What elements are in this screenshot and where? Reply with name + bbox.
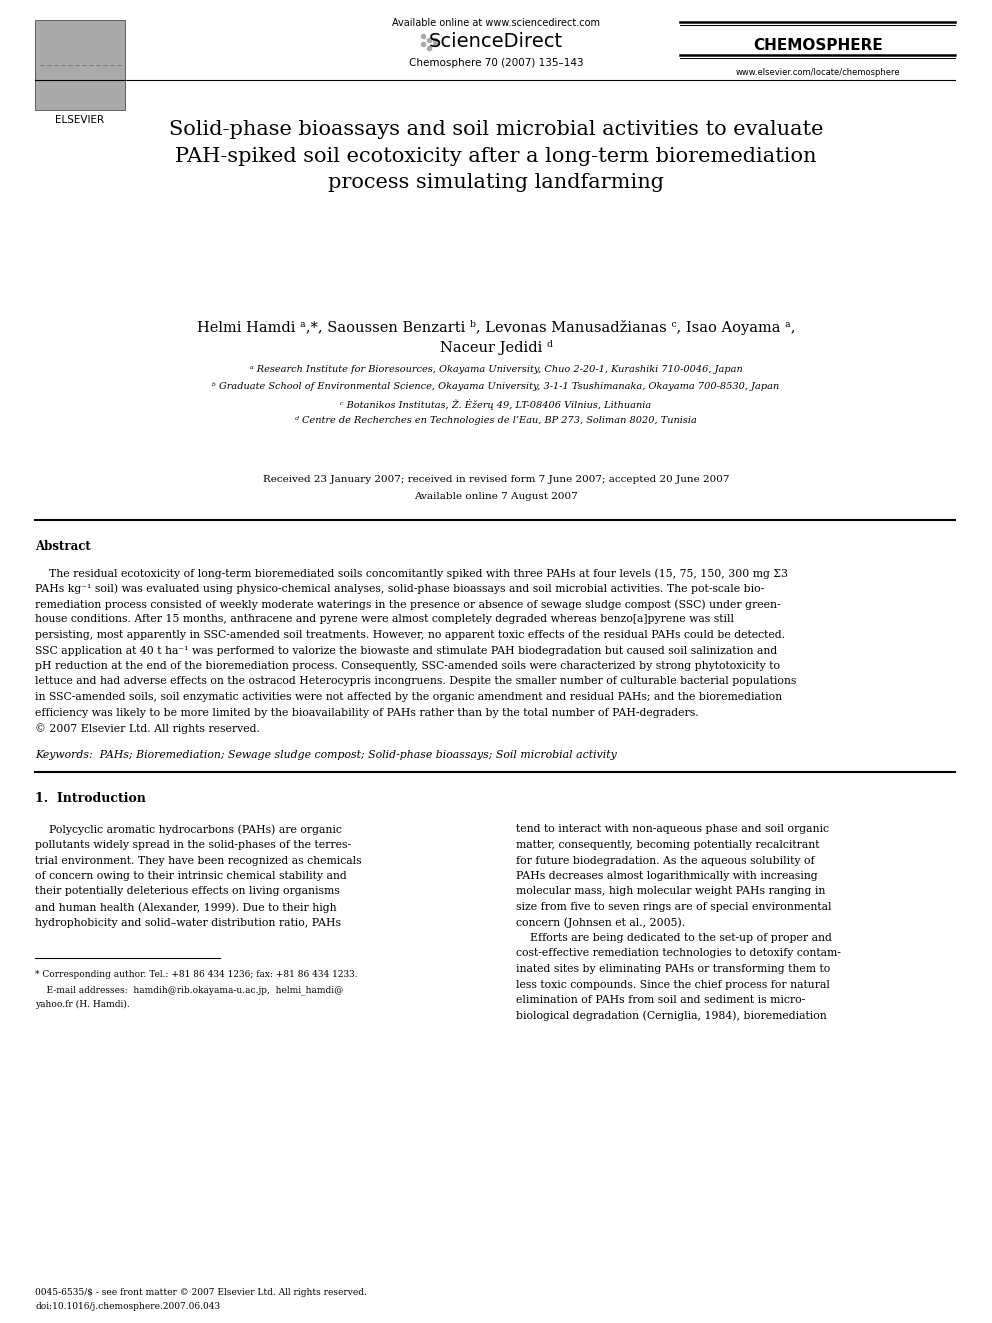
Text: www.elsevier.com/locate/chemosphere: www.elsevier.com/locate/chemosphere (736, 67, 901, 77)
Text: remediation process consisted of weekly moderate waterings in the presence or ab: remediation process consisted of weekly … (35, 599, 781, 610)
Text: house conditions. After 15 months, anthracene and pyrene were almost completely : house conditions. After 15 months, anthr… (35, 614, 734, 624)
Text: pollutants widely spread in the solid-phases of the terres-: pollutants widely spread in the solid-ph… (35, 840, 351, 849)
Text: lettuce and had adverse effects on the ostracod Heterocypris incongruens. Despit: lettuce and had adverse effects on the o… (35, 676, 797, 687)
Text: of concern owing to their intrinsic chemical stability and: of concern owing to their intrinsic chem… (35, 871, 347, 881)
Text: Available online 7 August 2007: Available online 7 August 2007 (414, 492, 578, 501)
Text: hydrophobicity and solid–water distribution ratio, PAHs: hydrophobicity and solid–water distribut… (35, 917, 341, 927)
Text: molecular mass, high molecular weight PAHs ranging in: molecular mass, high molecular weight PA… (516, 886, 825, 897)
Text: Naceur Jedidi ᵈ: Naceur Jedidi ᵈ (439, 340, 553, 355)
Bar (35, 20, 125, 110)
Text: matter, consequently, becoming potentially recalcitrant: matter, consequently, becoming potential… (516, 840, 819, 849)
Text: Solid-phase bioassays and soil microbial activities to evaluate
PAH-spiked soil : Solid-phase bioassays and soil microbial… (169, 120, 823, 192)
Text: Available online at www.sciencedirect.com: Available online at www.sciencedirect.co… (392, 19, 600, 28)
Text: pH reduction at the end of the bioremediation process. Consequently, SSC-amended: pH reduction at the end of the bioremedi… (35, 662, 780, 671)
Text: * Corresponding author. Tel.: +81 86 434 1236; fax: +81 86 434 1233.: * Corresponding author. Tel.: +81 86 434… (35, 970, 358, 979)
Text: tend to interact with non-aqueous phase and soil organic: tend to interact with non-aqueous phase … (516, 824, 829, 835)
Text: doi:10.1016/j.chemosphere.2007.06.043: doi:10.1016/j.chemosphere.2007.06.043 (35, 1302, 220, 1311)
Text: SSC application at 40 t ha⁻¹ was performed to valorize the biowaste and stimulat: SSC application at 40 t ha⁻¹ was perform… (35, 646, 778, 655)
Text: in SSC-amended soils, soil enzymatic activities were not affected by the organic: in SSC-amended soils, soil enzymatic act… (35, 692, 782, 703)
Text: Polycyclic aromatic hydrocarbons (PAHs) are organic: Polycyclic aromatic hydrocarbons (PAHs) … (35, 824, 342, 835)
Text: cost-effective remediation technologies to detoxify contam-: cost-effective remediation technologies … (516, 949, 841, 958)
Text: PAHs kg⁻¹ soil) was evaluated using physico-chemical analyses, solid-phase bioas: PAHs kg⁻¹ soil) was evaluated using phys… (35, 583, 764, 594)
Text: yahoo.fr (H. Hamdi).: yahoo.fr (H. Hamdi). (35, 1000, 130, 1009)
Text: The residual ecotoxicity of long-term bioremediated soils concomitantly spiked w: The residual ecotoxicity of long-term bi… (35, 568, 788, 578)
Text: © 2007 Elsevier Ltd. All rights reserved.: © 2007 Elsevier Ltd. All rights reserved… (35, 722, 260, 734)
Text: inated sites by eliminating PAHs or transforming them to: inated sites by eliminating PAHs or tran… (516, 964, 830, 974)
Text: and human health (Alexander, 1999). Due to their high: and human health (Alexander, 1999). Due … (35, 902, 336, 913)
Text: PAHs decreases almost logarithmically with increasing: PAHs decreases almost logarithmically wi… (516, 871, 817, 881)
Text: persisting, most apparently in SSC-amended soil treatments. However, no apparent: persisting, most apparently in SSC-amend… (35, 630, 785, 640)
Text: elimination of PAHs from soil and sediment is micro-: elimination of PAHs from soil and sedime… (516, 995, 806, 1005)
Text: 0045-6535/$ - see front matter © 2007 Elsevier Ltd. All rights reserved.: 0045-6535/$ - see front matter © 2007 El… (35, 1289, 367, 1297)
Text: ᶜ Botanikos Institutas, Ž. Ėžerų 49, LT-08406 Vilnius, Lithuania: ᶜ Botanikos Institutas, Ž. Ėžerų 49, LT-… (340, 400, 652, 410)
Text: trial environment. They have been recognized as chemicals: trial environment. They have been recogn… (35, 856, 362, 865)
Text: ᵃ Research Institute for Bioresources, Okayama University, Chuo 2-20-1, Kurashik: ᵃ Research Institute for Bioresources, O… (250, 365, 742, 374)
Text: ᵇ Graduate School of Environmental Science, Okayama University, 3-1-1 Tsushimana: ᵇ Graduate School of Environmental Scien… (212, 382, 780, 392)
Text: 1.  Introduction: 1. Introduction (35, 792, 146, 806)
Text: biological degradation (Cerniglia, 1984), bioremediation: biological degradation (Cerniglia, 1984)… (516, 1011, 826, 1021)
Text: E-mail addresses:  hamdih@rib.okayama-u.ac.jp,  helmi_hamdi@: E-mail addresses: hamdih@rib.okayama-u.a… (35, 986, 343, 995)
Text: ᵈ Centre de Recherches en Technologies de l’Eau, BP 273, Soliman 8020, Tunisia: ᵈ Centre de Recherches en Technologies d… (295, 415, 697, 425)
Text: Efforts are being dedicated to the set-up of proper and: Efforts are being dedicated to the set-u… (516, 933, 832, 943)
Text: Received 23 January 2007; received in revised form 7 June 2007; accepted 20 June: Received 23 January 2007; received in re… (263, 475, 729, 484)
Text: efficiency was likely to be more limited by the bioavailability of PAHs rather t: efficiency was likely to be more limited… (35, 708, 698, 717)
Text: Chemosphere 70 (2007) 135–143: Chemosphere 70 (2007) 135–143 (409, 58, 583, 67)
Text: Abstract: Abstract (35, 540, 90, 553)
Text: Helmi Hamdi ᵃ,*, Saoussen Benzarti ᵇ, Levonas Manusadžianas ᶜ, Isao Aoyama ᵃ,: Helmi Hamdi ᵃ,*, Saoussen Benzarti ᵇ, Le… (196, 320, 796, 335)
Text: concern (Johnsen et al., 2005).: concern (Johnsen et al., 2005). (516, 917, 685, 927)
Text: less toxic compounds. Since the chief process for natural: less toxic compounds. Since the chief pr… (516, 979, 830, 990)
Text: CHEMOSPHERE: CHEMOSPHERE (753, 38, 883, 53)
Text: size from five to seven rings are of special environmental: size from five to seven rings are of spe… (516, 902, 831, 912)
Text: ScienceDirect: ScienceDirect (429, 32, 563, 52)
Text: ELSEVIER: ELSEVIER (56, 115, 104, 124)
Text: for future biodegradation. As the aqueous solubility of: for future biodegradation. As the aqueou… (516, 856, 814, 865)
Text: Keywords:  PAHs; Bioremediation; Sewage sludge compost; Solid-phase bioassays; S: Keywords: PAHs; Bioremediation; Sewage s… (35, 750, 617, 761)
Text: their potentially deleterious effects on living organisms: their potentially deleterious effects on… (35, 886, 339, 897)
